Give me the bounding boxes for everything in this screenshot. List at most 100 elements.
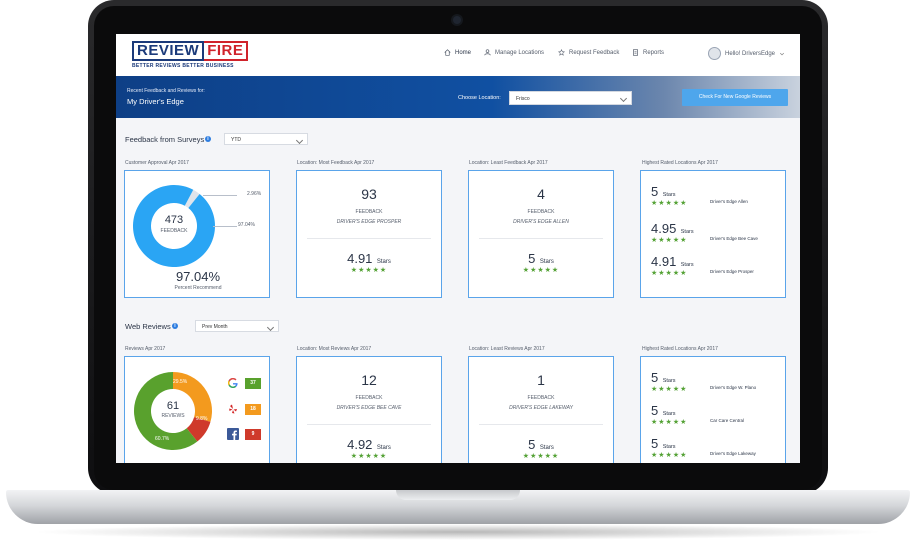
- reviews-count: 61: [166, 400, 180, 412]
- reviews-card-title: Reviews Apr 2017: [125, 346, 166, 352]
- star-icon: [558, 49, 565, 56]
- reviews-pct-green: 60.7%: [155, 436, 170, 442]
- home-icon: [444, 49, 451, 56]
- rated-location-row: 4.95 Stars ★★★★★ Driver's Edge Bee Cave: [651, 220, 781, 248]
- donut-slice-green: [134, 372, 198, 450]
- percent-recommend-label: Percent Recommend: [174, 285, 222, 291]
- approval-count: 473: [164, 214, 184, 226]
- approval-count-label: FEEDBACK: [160, 228, 188, 234]
- customer-approval-card: 473 FEEDBACK 2.96% 97.04% 97.04% Percent…: [124, 170, 270, 298]
- banner-subtitle: Recent Feedback and Reviews for:: [127, 88, 205, 94]
- rating-value: 5: [651, 184, 659, 199]
- percent-recommend-value: 97.04%: [175, 269, 221, 284]
- donut-slice-not-recommend: [184, 189, 200, 209]
- least-feedback-location: DRIVER'S EDGE ALLEN: [513, 219, 569, 225]
- rating-stars-label: Stars: [376, 445, 391, 451]
- rating-value: 5: [528, 437, 536, 452]
- approval-donut-chart: [132, 185, 215, 267]
- location-name: Driver's Edge Lakeway: [710, 451, 756, 456]
- least-reviews-card: 1 FEEDBACK DRIVER'S EDGE LAKEWAY 5 Stars…: [468, 356, 614, 463]
- most-feedback-rating: 4.91 Stars: [297, 250, 441, 268]
- most-feedback-label: FEEDBACK: [355, 209, 383, 215]
- yelp-icon: [227, 403, 239, 415]
- rating-stars-label: Stars: [539, 445, 554, 451]
- location-select[interactable]: Frisco: [509, 91, 632, 105]
- rating-stars-label: Stars: [662, 444, 676, 450]
- user-greeting: Hello! DriversEdge: [725, 50, 776, 57]
- user-menu[interactable]: Hello! DriversEdge: [708, 47, 785, 60]
- web-reviews-section-title: Web Reviews: [125, 322, 171, 331]
- check-google-reviews-button[interactable]: Check For New Google Reviews: [682, 89, 788, 106]
- location-name: Car Care Central: [710, 418, 745, 423]
- most-reviews-card: 12 FEEDBACK DRIVER'S EDGE BEE CAVE 4.92 …: [296, 356, 442, 463]
- star-rating: ★★★★★: [651, 237, 688, 244]
- review-source-yelp[interactable]: 18: [227, 403, 261, 417]
- nav-home-label: Home: [455, 49, 472, 56]
- donut-slice-orange: [173, 372, 212, 422]
- user-icon: [484, 49, 491, 56]
- web-period-select[interactable]: Prev Month: [195, 320, 279, 332]
- rating-stars-label: Stars: [680, 229, 694, 235]
- least-reviews-rating: 5 Stars: [469, 436, 613, 454]
- facebook-icon: [227, 428, 239, 440]
- rated-location-row: 5 Stars ★★★★★ Driver's Edge Lakeway: [651, 435, 781, 463]
- highest-rated-title: Highest Rated Locations Apr 2017: [642, 160, 718, 166]
- nav-request-feedback[interactable]: Request Feedback: [558, 49, 619, 56]
- logo[interactable]: REVIEW FIRE BETTER REVIEWS BETTER BUSINE…: [132, 41, 249, 69]
- nav-manage-locations[interactable]: Manage Locations: [484, 49, 544, 56]
- leader-line: [203, 195, 237, 196]
- review-source-google[interactable]: 37: [227, 377, 261, 391]
- chevron-down-icon: [619, 94, 628, 103]
- reviews-pct-orange: 29.5%: [173, 379, 188, 385]
- reviews-count-label: REVIEWS: [161, 413, 185, 419]
- banner-title: My Driver's Edge: [127, 97, 184, 106]
- star-rating: ★★★★★: [651, 452, 688, 459]
- rating-value: 5: [651, 370, 659, 385]
- surveys-period-select[interactable]: YTD: [224, 133, 308, 145]
- logo-fire: FIRE: [204, 41, 249, 61]
- yelp-count: 18: [245, 404, 261, 415]
- rating-value: 4.92: [347, 437, 373, 452]
- star-rating: ★★★★★: [350, 267, 388, 274]
- nav-home[interactable]: Home: [444, 49, 471, 56]
- most-reviews-title: Location: Most Reviews Apr 2017: [297, 346, 372, 352]
- document-icon: [633, 49, 638, 56]
- most-reviews-count: 12: [361, 372, 377, 388]
- most-reviews-label: FEEDBACK: [355, 395, 383, 401]
- star-rating: ★★★★★: [651, 419, 688, 426]
- web-reviews-card: 61 REVIEWS 29.5% 9.8% 60.7% 37 18: [124, 356, 270, 463]
- info-icon[interactable]: i: [205, 136, 211, 142]
- most-feedback-card: 93 FEEDBACK DRIVER'S EDGE PROSPER 4.91 S…: [296, 170, 442, 298]
- nav-reports[interactable]: Reports: [632, 49, 664, 56]
- logo-review: REVIEW: [132, 41, 205, 61]
- most-feedback-count: 93: [361, 186, 377, 202]
- rating-value: 4.91: [651, 254, 677, 269]
- surveys-section-title: Feedback from Surveys: [125, 135, 205, 144]
- divider: [479, 238, 603, 239]
- rating-value: 4.95: [651, 221, 677, 236]
- review-source-facebook[interactable]: 9: [227, 428, 261, 442]
- info-icon[interactable]: i: [172, 323, 178, 329]
- least-reviews-location: DRIVER'S EDGE LAKEWAY: [509, 405, 573, 411]
- star-rating: ★★★★★: [522, 453, 560, 460]
- web-highest-rated-title: Highest Rated Locations Apr 2017: [642, 346, 718, 352]
- donut-slice-red: [186, 417, 211, 442]
- logo-tagline: BETTER REVIEWS BETTER BUSINESS: [132, 63, 234, 69]
- rating-stars-label: Stars: [662, 411, 676, 417]
- approval-card-title: Customer Approval Apr 2017: [125, 160, 189, 166]
- laptop-shadow: [30, 524, 886, 540]
- approval-pct-small: 2.96%: [247, 191, 262, 197]
- star-rating: ★★★★★: [651, 386, 688, 393]
- divider: [307, 238, 431, 239]
- web-period-value: Prev Month: [202, 324, 228, 330]
- rating-value: 4.91: [347, 251, 373, 266]
- reviews-donut-chart: [134, 372, 212, 450]
- donut-slice-recommend: [132, 185, 215, 267]
- star-rating: ★★★★★: [350, 453, 388, 460]
- web-highest-rated-card: 5 Stars ★★★★★ Driver's Edge W. Plano 5 S…: [640, 356, 786, 463]
- location-name: Driver's Edge Allen: [710, 199, 748, 204]
- google-count: 37: [245, 378, 261, 389]
- most-feedback-title: Location: Most Feedback Apr 2017: [297, 160, 375, 166]
- most-reviews-rating: 4.92 Stars: [297, 436, 441, 454]
- chevron-down-icon: [295, 136, 304, 145]
